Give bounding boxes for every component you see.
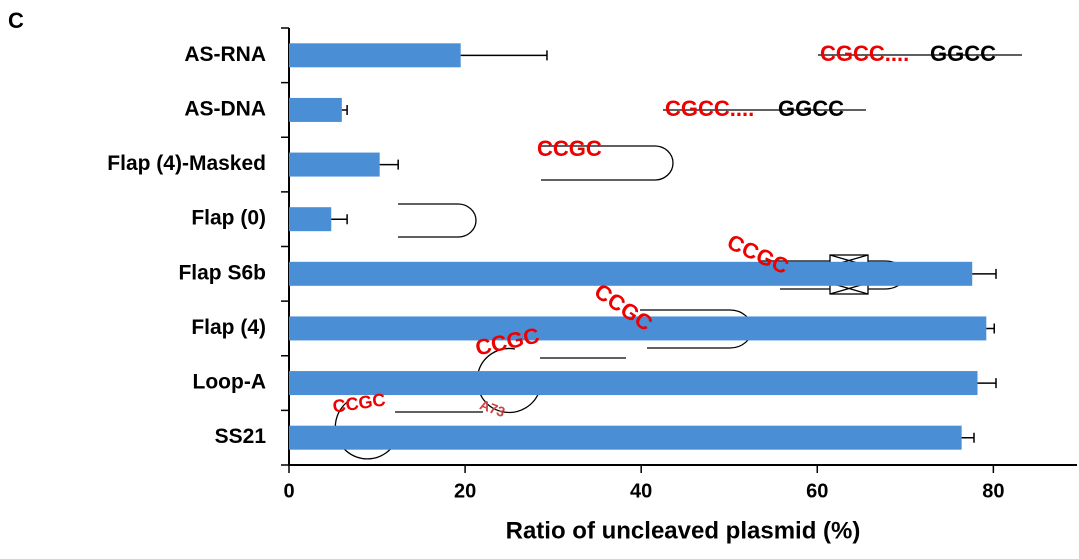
error-bar bbox=[460, 50, 548, 61]
x-axis-label: Ratio of uncleaved plasmid (%) bbox=[506, 517, 861, 544]
diagram-label: GGCC bbox=[778, 96, 844, 121]
y-tick-label: SS21 bbox=[215, 425, 267, 448]
y-tick-label: Loop-A bbox=[193, 371, 266, 394]
panel-label: C bbox=[8, 8, 24, 33]
x-tick-label: 0 bbox=[283, 480, 294, 502]
y-tick-label: Flap S6b bbox=[178, 261, 266, 284]
y-tick-label: Flap (4)-Masked bbox=[107, 152, 266, 175]
bar bbox=[289, 207, 332, 232]
bar bbox=[289, 261, 973, 286]
x-tick-label: 80 bbox=[982, 480, 1004, 502]
diagram-label: A73 bbox=[478, 396, 508, 420]
y-tick-label: Flap (4) bbox=[191, 316, 266, 339]
loop bbox=[457, 203, 477, 238]
loop bbox=[334, 399, 396, 460]
bar bbox=[289, 43, 461, 68]
bar bbox=[289, 425, 962, 450]
diagram-label: CGCC.... bbox=[665, 96, 754, 121]
error-bar bbox=[341, 104, 348, 115]
y-tick-label: AS-RNA bbox=[184, 43, 266, 66]
error-bar bbox=[977, 378, 997, 389]
error-bar bbox=[986, 323, 995, 334]
bar bbox=[289, 97, 342, 122]
diagram-label: CGCC.... bbox=[820, 41, 909, 66]
x-tick-label: 60 bbox=[806, 480, 828, 502]
y-tick-label: Flap (0) bbox=[191, 207, 266, 230]
y-tick-label: AS-DNA bbox=[184, 97, 266, 120]
loop bbox=[476, 347, 541, 414]
error-bar bbox=[972, 268, 997, 279]
bar bbox=[289, 371, 978, 396]
diagram-label: CCGC bbox=[537, 136, 602, 161]
error-bar bbox=[961, 432, 975, 443]
x-tick-label: 20 bbox=[454, 480, 476, 502]
diagram-label: GGCC bbox=[930, 41, 996, 66]
error-bar bbox=[379, 159, 399, 170]
error-bar bbox=[331, 214, 348, 225]
loop bbox=[654, 145, 674, 181]
x-tick-label: 40 bbox=[630, 480, 652, 502]
bar bbox=[289, 152, 380, 177]
bar bbox=[289, 316, 987, 341]
